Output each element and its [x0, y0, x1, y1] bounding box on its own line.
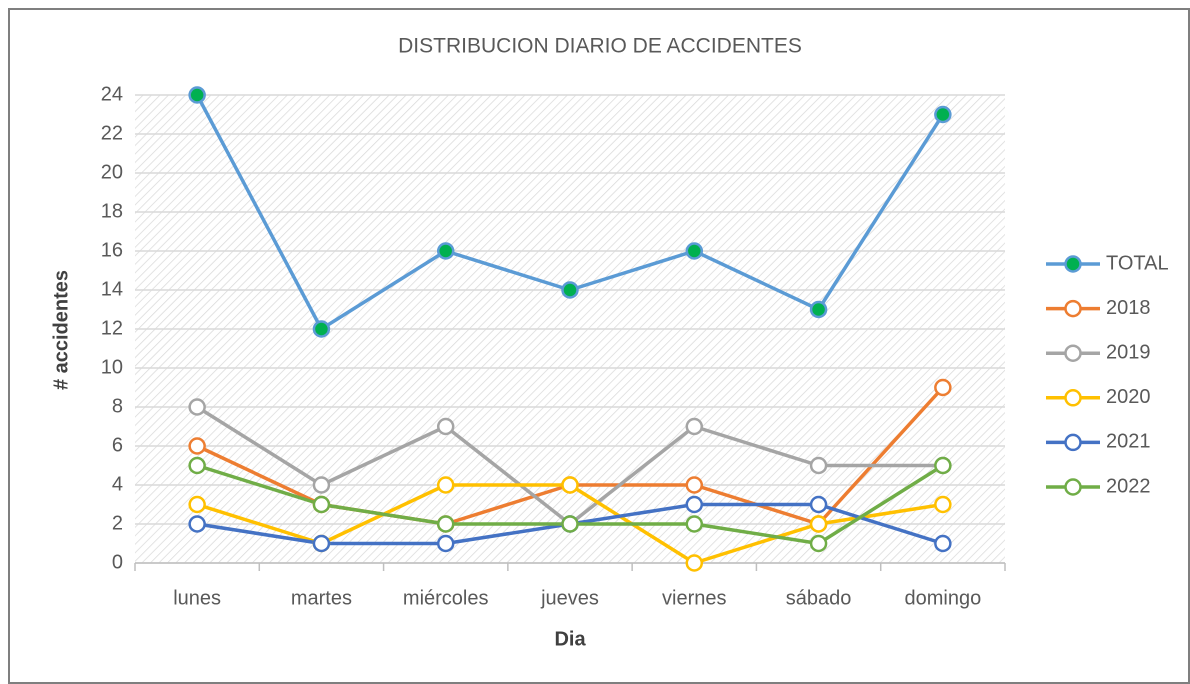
marker — [188, 86, 206, 104]
marker — [188, 456, 206, 475]
markers — [188, 86, 952, 572]
x-tick-label: sábado — [786, 587, 852, 609]
marker — [436, 534, 455, 553]
legend-label: 2020 — [1106, 386, 1151, 408]
marker — [685, 515, 704, 533]
marker — [188, 398, 206, 416]
y-axis-title: # accidentes — [50, 270, 72, 390]
y-tick-label: 22 — [101, 122, 123, 144]
marker — [188, 437, 206, 455]
marker — [809, 300, 828, 319]
y-tick-label: 12 — [101, 317, 123, 339]
legend-marker — [1064, 299, 1082, 318]
marker — [934, 378, 952, 397]
legend-label: TOTAL — [1106, 252, 1169, 274]
x-tick-label: lunes — [173, 587, 221, 609]
marker — [934, 456, 952, 475]
marker — [188, 515, 206, 533]
marker — [809, 515, 828, 533]
x-tick-label: miércoles — [403, 587, 489, 609]
x-tick-label: viernes — [662, 587, 726, 609]
x-tick-label: domingo — [904, 587, 981, 609]
marker — [934, 534, 952, 553]
marker — [685, 476, 704, 494]
legend-label: 2022 — [1106, 475, 1151, 497]
marker — [436, 417, 455, 436]
marker — [561, 515, 579, 533]
legend-marker — [1064, 433, 1082, 452]
marker — [436, 242, 455, 260]
marker — [312, 320, 331, 338]
legend-label: 2021 — [1106, 431, 1151, 453]
marker — [934, 495, 952, 514]
marker — [809, 456, 828, 475]
marker — [188, 495, 206, 514]
marker — [685, 554, 704, 572]
legend: TOTAL 2018 2019 2020 2021 2022 — [1046, 252, 1169, 497]
y-tick-label: 0 — [112, 551, 123, 573]
legend-marker — [1064, 478, 1082, 496]
marker — [312, 476, 331, 494]
marker — [685, 495, 704, 514]
marker — [312, 495, 331, 514]
y-tick-label: 24 — [101, 83, 123, 105]
legend-marker — [1064, 255, 1082, 273]
y-tick-label: 18 — [101, 200, 123, 222]
marker — [436, 476, 455, 494]
legend-marker — [1064, 344, 1082, 362]
legend-label: 2018 — [1106, 297, 1151, 319]
y-tick-label: 2 — [112, 512, 123, 534]
y-tick-label: 20 — [101, 161, 123, 183]
y-tick-label: 16 — [101, 239, 123, 261]
chart-title: DISTRIBUCION DIARIO DE ACCIDENTES — [398, 35, 802, 58]
marker — [934, 105, 952, 124]
y-tick-label: 10 — [101, 356, 123, 378]
marker — [312, 534, 331, 553]
marker — [685, 417, 704, 436]
marker — [561, 281, 579, 299]
marker — [685, 242, 704, 260]
x-axis-title: Dia — [554, 628, 586, 650]
y-tick-label: 8 — [112, 395, 123, 417]
marker — [809, 534, 828, 553]
legend-marker — [1064, 389, 1082, 407]
marker — [436, 515, 455, 533]
legend-label: 2019 — [1106, 341, 1151, 363]
y-tick-label: 14 — [101, 278, 123, 300]
x-tick-label: jueves — [540, 587, 599, 609]
x-tick-label: martes — [291, 587, 352, 609]
y-tick-label: 6 — [112, 434, 123, 456]
marker — [561, 476, 579, 494]
y-tick-label: 4 — [112, 473, 123, 495]
marker — [809, 495, 828, 514]
